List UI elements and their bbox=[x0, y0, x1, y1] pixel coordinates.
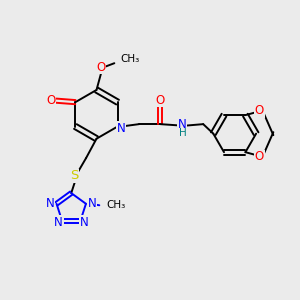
Text: N: N bbox=[88, 197, 97, 210]
Text: N: N bbox=[54, 216, 63, 229]
Text: O: O bbox=[255, 150, 264, 163]
Text: S: S bbox=[70, 169, 78, 182]
Text: O: O bbox=[255, 104, 264, 117]
Text: N: N bbox=[80, 216, 88, 229]
Text: O: O bbox=[156, 94, 165, 107]
Text: N: N bbox=[46, 197, 54, 210]
Text: N: N bbox=[177, 118, 186, 131]
Text: O: O bbox=[96, 61, 106, 74]
Text: H: H bbox=[179, 128, 187, 138]
Text: CH₃: CH₃ bbox=[120, 54, 140, 64]
Text: O: O bbox=[46, 94, 55, 107]
Text: CH₃: CH₃ bbox=[106, 200, 125, 210]
Text: N: N bbox=[117, 122, 125, 134]
